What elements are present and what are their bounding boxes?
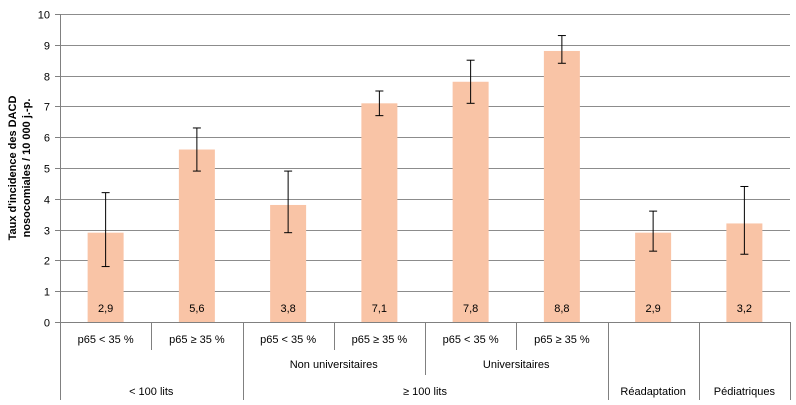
data-label: 2,9 (645, 303, 660, 315)
group-label: Pédiatriques (714, 386, 776, 398)
subgroup-label: Non universitaires (290, 359, 379, 371)
group-label: < 100 lits (129, 386, 174, 398)
data-label: 8,8 (554, 303, 569, 315)
category-label: p65 < 35 % (78, 334, 134, 346)
category-label: p65 < 35 % (443, 334, 499, 346)
error-bars (101, 35, 749, 268)
y-tick-label: 8 (44, 72, 50, 84)
data-label: 3,2 (737, 303, 752, 315)
group-label: Réadaptation (620, 386, 685, 398)
y-tick-label: 2 (44, 256, 50, 268)
x-axis-categories: p65 < 35 % p65 ≥ 35 % p65 < 35 % p65 ≥ 35 %… (60, 322, 791, 400)
bars (87, 50, 763, 323)
y-tick-label: 5 (44, 164, 50, 176)
category-label: p65 ≥ 35 % (169, 334, 225, 346)
data-label: 3,8 (280, 303, 295, 315)
data-labels: 2,9 5,6 3,8 7,1 7,8 8,8 2,9 3,2 (98, 303, 752, 315)
y-tick-label: 10 (38, 10, 50, 22)
y-axis-label-line-2: nosocomiales / 10 000 j.-p. (21, 99, 33, 238)
bar (543, 50, 580, 323)
data-label: 7,8 (463, 303, 478, 315)
y-tick-label: 6 (44, 133, 50, 145)
data-label: 5,6 (189, 303, 204, 315)
category-label: p65 ≥ 35 % (534, 334, 590, 346)
y-tick-label: 3 (44, 226, 50, 238)
y-tick-label: 0 (44, 318, 50, 330)
data-label: 2,9 (98, 303, 113, 315)
bar (361, 103, 398, 322)
y-tick-label: 4 (44, 195, 50, 207)
gridlines (55, 14, 790, 323)
y-tick-label: 7 (44, 102, 50, 114)
bar (452, 81, 489, 322)
y-axis-ticks: 0 1 2 3 4 5 6 7 8 9 10 (38, 10, 50, 330)
category-label: p65 ≥ 35 % (352, 334, 408, 346)
y-tick-label: 1 (44, 287, 50, 299)
group-label: ≥ 100 lits (403, 386, 447, 398)
y-axis-label-line-1: Taux d'incidence des DACD (7, 96, 19, 241)
bar (178, 149, 215, 322)
data-label: 7,1 (372, 303, 387, 315)
category-label: p65 < 35 % (260, 334, 316, 346)
subgroup-label: Universitaires (483, 359, 550, 371)
y-tick-label: 9 (44, 41, 50, 53)
